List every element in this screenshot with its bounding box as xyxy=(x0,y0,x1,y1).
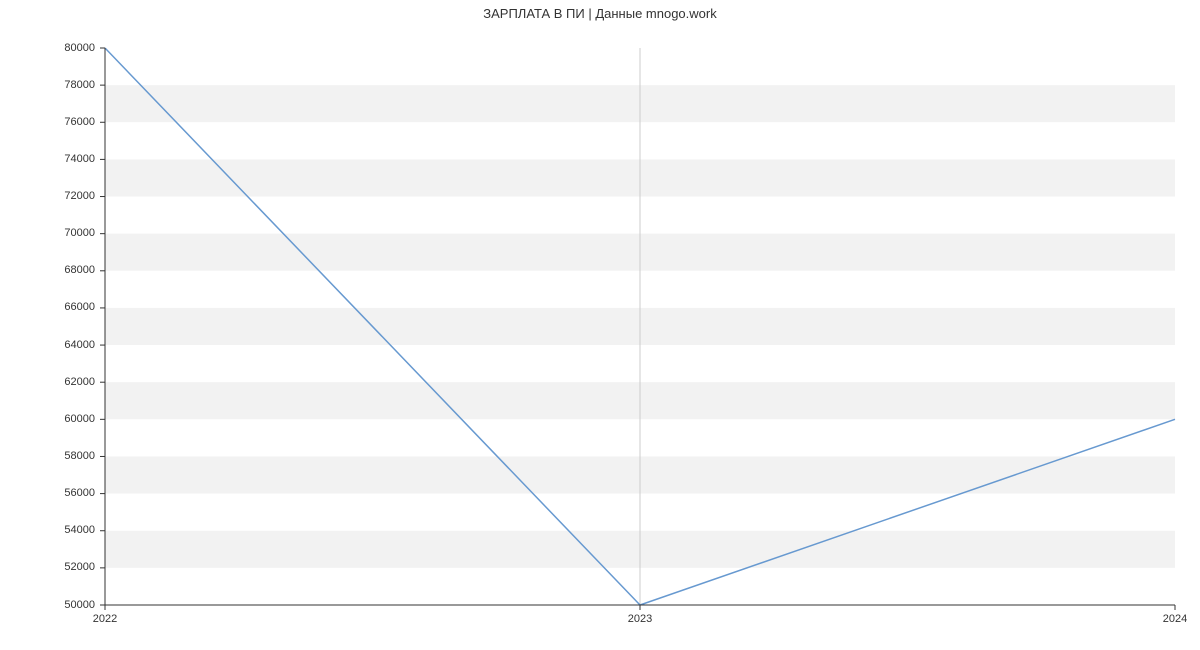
y-tick-label: 58000 xyxy=(45,450,95,462)
y-tick-label: 54000 xyxy=(45,524,95,536)
y-tick-label: 76000 xyxy=(45,116,95,128)
y-tick-label: 62000 xyxy=(45,376,95,388)
y-tick-label: 70000 xyxy=(45,227,95,239)
y-tick-label: 64000 xyxy=(45,339,95,351)
x-tick-label: 2024 xyxy=(1163,613,1187,625)
y-tick-label: 66000 xyxy=(45,301,95,313)
x-tick-label: 2022 xyxy=(93,613,117,625)
y-tick-label: 60000 xyxy=(45,413,95,425)
chart-svg xyxy=(105,48,1175,605)
salary-line-chart: ЗАРПЛАТА В ПИ | Данные mnogo.work 50000 5… xyxy=(0,0,1200,650)
y-tick-label: 72000 xyxy=(45,190,95,202)
y-tick-label: 68000 xyxy=(45,264,95,276)
y-tick-label: 74000 xyxy=(45,153,95,165)
chart-title: ЗАРПЛАТА В ПИ | Данные mnogo.work xyxy=(0,6,1200,21)
y-tick-label: 78000 xyxy=(45,79,95,91)
y-tick-label: 80000 xyxy=(45,42,95,54)
y-tick-label: 56000 xyxy=(45,487,95,499)
plot-area xyxy=(105,48,1175,605)
y-tick-label: 50000 xyxy=(45,599,95,611)
y-tick-label: 52000 xyxy=(45,561,95,573)
x-tick-label: 2023 xyxy=(628,613,652,625)
